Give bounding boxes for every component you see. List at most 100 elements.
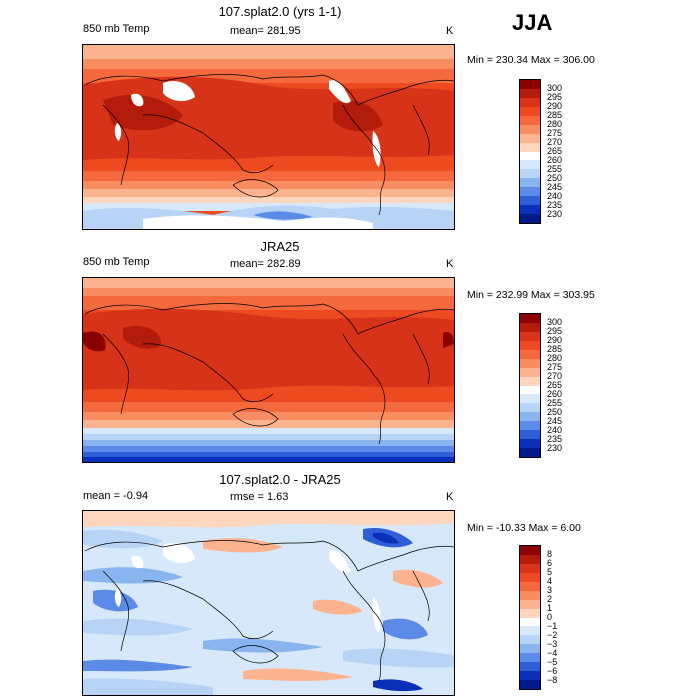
panel2-units: K [446, 258, 454, 270]
colorbar-tick-label: 290 [547, 335, 563, 345]
colorbar-swatch [520, 653, 540, 663]
colorbar-swatch [520, 421, 540, 431]
colorbar-swatch [520, 671, 540, 681]
colorbar-tick-label: 240 [547, 425, 563, 435]
colorbar-swatch [520, 97, 540, 107]
colorbar-swatch [520, 581, 540, 591]
colorbar-tick-label: 255 [547, 164, 563, 174]
panel1-mean-label: mean= 281.95 [230, 25, 301, 37]
panel2-colorbar [519, 313, 541, 458]
colorbar-swatch [520, 644, 540, 654]
colorbar-swatch [520, 169, 540, 179]
panel2-map [82, 277, 455, 463]
colorbar-tick-label: −3 [547, 639, 558, 649]
colorbar-tick-label: 3 [547, 585, 553, 595]
panel1-colorbar-labels: 300 295 290 285 280 275 270 265 260 255 250 245 240 2… [547, 84, 562, 219]
colorbar-swatch [520, 572, 540, 582]
panel3-minmax: Min = -10.33 Max = 6.00 [467, 522, 581, 534]
panel3-mean-label: mean = -0.94 [83, 490, 149, 502]
colorbar-tick-label: 2 [547, 594, 553, 604]
colorbar-tick-label: −6 [547, 666, 558, 676]
colorbar-swatch [520, 546, 540, 555]
colorbar-swatch [520, 124, 540, 134]
colorbar-swatch [520, 314, 540, 323]
colorbar-swatch [520, 590, 540, 600]
colorbar-swatch [520, 448, 540, 457]
colorbar-tick-label: 5 [547, 567, 553, 577]
colorbar-tick-label: 265 [547, 146, 563, 156]
colorbar-swatch [520, 340, 540, 350]
colorbar-swatch [520, 563, 540, 573]
colorbar-swatch [520, 439, 540, 449]
colorbar-swatch [520, 376, 540, 386]
panel3-title: 107.splat2.0 - JRA25 [219, 472, 341, 487]
colorbar-swatch [520, 554, 540, 564]
colorbar-swatch [520, 626, 540, 636]
colorbar-swatch [520, 599, 540, 609]
colorbar-tick-label: 235 [547, 434, 563, 444]
panel2-title: JRA25 [260, 239, 300, 254]
panel3-units: K [446, 491, 454, 503]
colorbar-tick-label: 255 [547, 398, 563, 408]
panel1-units: K [446, 25, 454, 37]
panel1-map [82, 44, 455, 230]
colorbar-tick-label: 260 [547, 389, 563, 399]
colorbar-swatch [520, 608, 540, 618]
colorbar-swatch [520, 88, 540, 98]
colorbar-swatch [520, 635, 540, 645]
panel1-colorbar [519, 79, 541, 224]
colorbar-tick-label: 230 [547, 443, 563, 453]
colorbar-tick-label: −5 [547, 657, 558, 667]
colorbar-swatch [520, 349, 540, 359]
colorbar-tick-label: 245 [547, 416, 563, 426]
colorbar-tick-label: 270 [547, 371, 563, 381]
colorbar-swatch [520, 358, 540, 368]
colorbar-tick-label: 240 [547, 191, 563, 201]
panel2-variable-label: 850 mb Temp [83, 256, 150, 268]
colorbar-tick-label: 250 [547, 407, 563, 417]
colorbar-tick-label: 4 [547, 576, 553, 586]
colorbar-swatch [520, 178, 540, 188]
colorbar-swatch [520, 412, 540, 422]
colorbar-tick-label: 290 [547, 101, 563, 111]
colorbar-tick-label: 260 [547, 155, 563, 165]
colorbar-swatch [520, 115, 540, 125]
panel3-map [82, 510, 455, 696]
colorbar-tick-label: 235 [547, 200, 563, 210]
panel2-mean-label: mean= 282.89 [230, 258, 301, 270]
colorbar-tick-label: 245 [547, 182, 563, 192]
colorbar-swatch [520, 322, 540, 332]
panel1-title: 107.splat2.0 (yrs 1-1) [218, 4, 342, 19]
colorbar-tick-label: −4 [547, 648, 558, 658]
colorbar-swatch [520, 80, 540, 89]
panel3-colorbar-labels: 8 6 5 4 3 2 1 0 −1 −2 −3 −4 −5 −6 −8 [547, 550, 557, 685]
colorbar-tick-label: −8 [547, 675, 558, 685]
colorbar-swatch [520, 680, 540, 689]
colorbar-swatch [520, 196, 540, 206]
colorbar-tick-label: 8 [547, 549, 553, 559]
colorbar-tick-label: 285 [547, 110, 563, 120]
panel2-colorbar-labels: 300 295 290 285 280 275 270 265 260 255 250 245 240 2… [547, 318, 562, 453]
colorbar-swatch [520, 662, 540, 672]
colorbar-tick-label: 0 [547, 612, 553, 622]
season-label: JJA [512, 10, 553, 35]
colorbar-swatch [520, 385, 540, 395]
colorbar-tick-label: 295 [547, 326, 563, 336]
colorbar-swatch [520, 187, 540, 197]
colorbar-tick-label: 265 [547, 380, 563, 390]
colorbar-swatch [520, 205, 540, 215]
colorbar-swatch [520, 331, 540, 341]
colorbar-swatch [520, 367, 540, 377]
colorbar-swatch [520, 151, 540, 161]
colorbar-swatch [520, 214, 540, 223]
colorbar-swatch [520, 403, 540, 413]
panel1-variable-label: 850 mb Temp [83, 23, 150, 35]
colorbar-tick-label: 280 [547, 353, 563, 363]
colorbar-tick-label: 230 [547, 209, 563, 219]
panel1-minmax: Min = 230.34 Max = 306.00 [467, 54, 595, 66]
colorbar-swatch [520, 160, 540, 170]
colorbar-swatch [520, 106, 540, 116]
panel3-rmse-label: rmse = 1.63 [230, 491, 289, 503]
colorbar-swatch [520, 617, 540, 627]
colorbar-swatch [520, 430, 540, 440]
